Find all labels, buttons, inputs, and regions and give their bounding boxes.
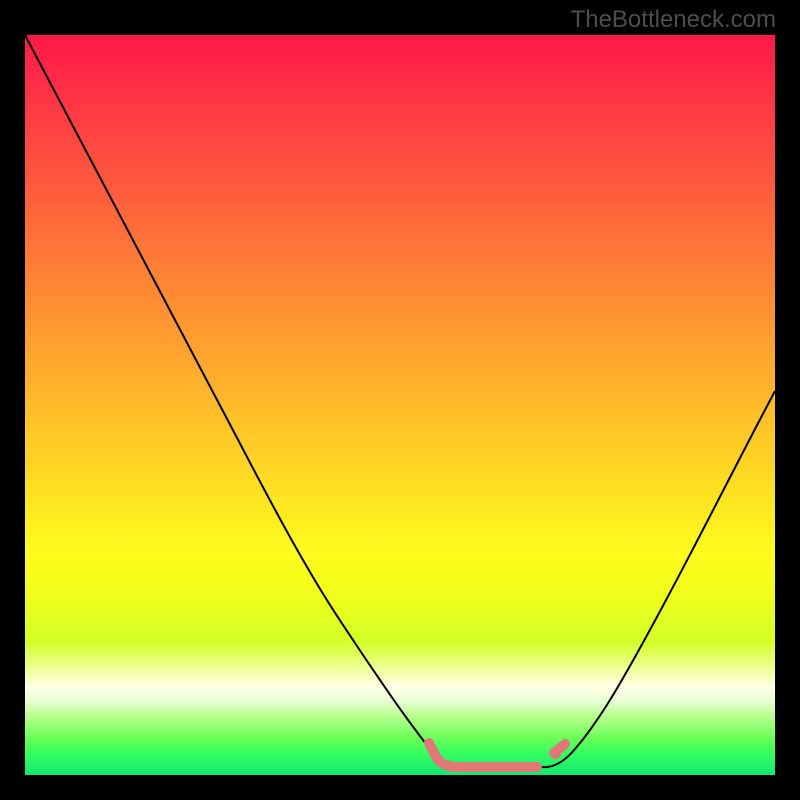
highlight-overlay: [429, 743, 565, 767]
bottleneck-curve: [25, 35, 775, 767]
chart-svg: [25, 35, 775, 775]
watermark-text: TheBottleneck.com: [571, 6, 776, 34]
canvas: TheBottleneck.com: [0, 0, 800, 800]
plot-area: [25, 35, 775, 775]
